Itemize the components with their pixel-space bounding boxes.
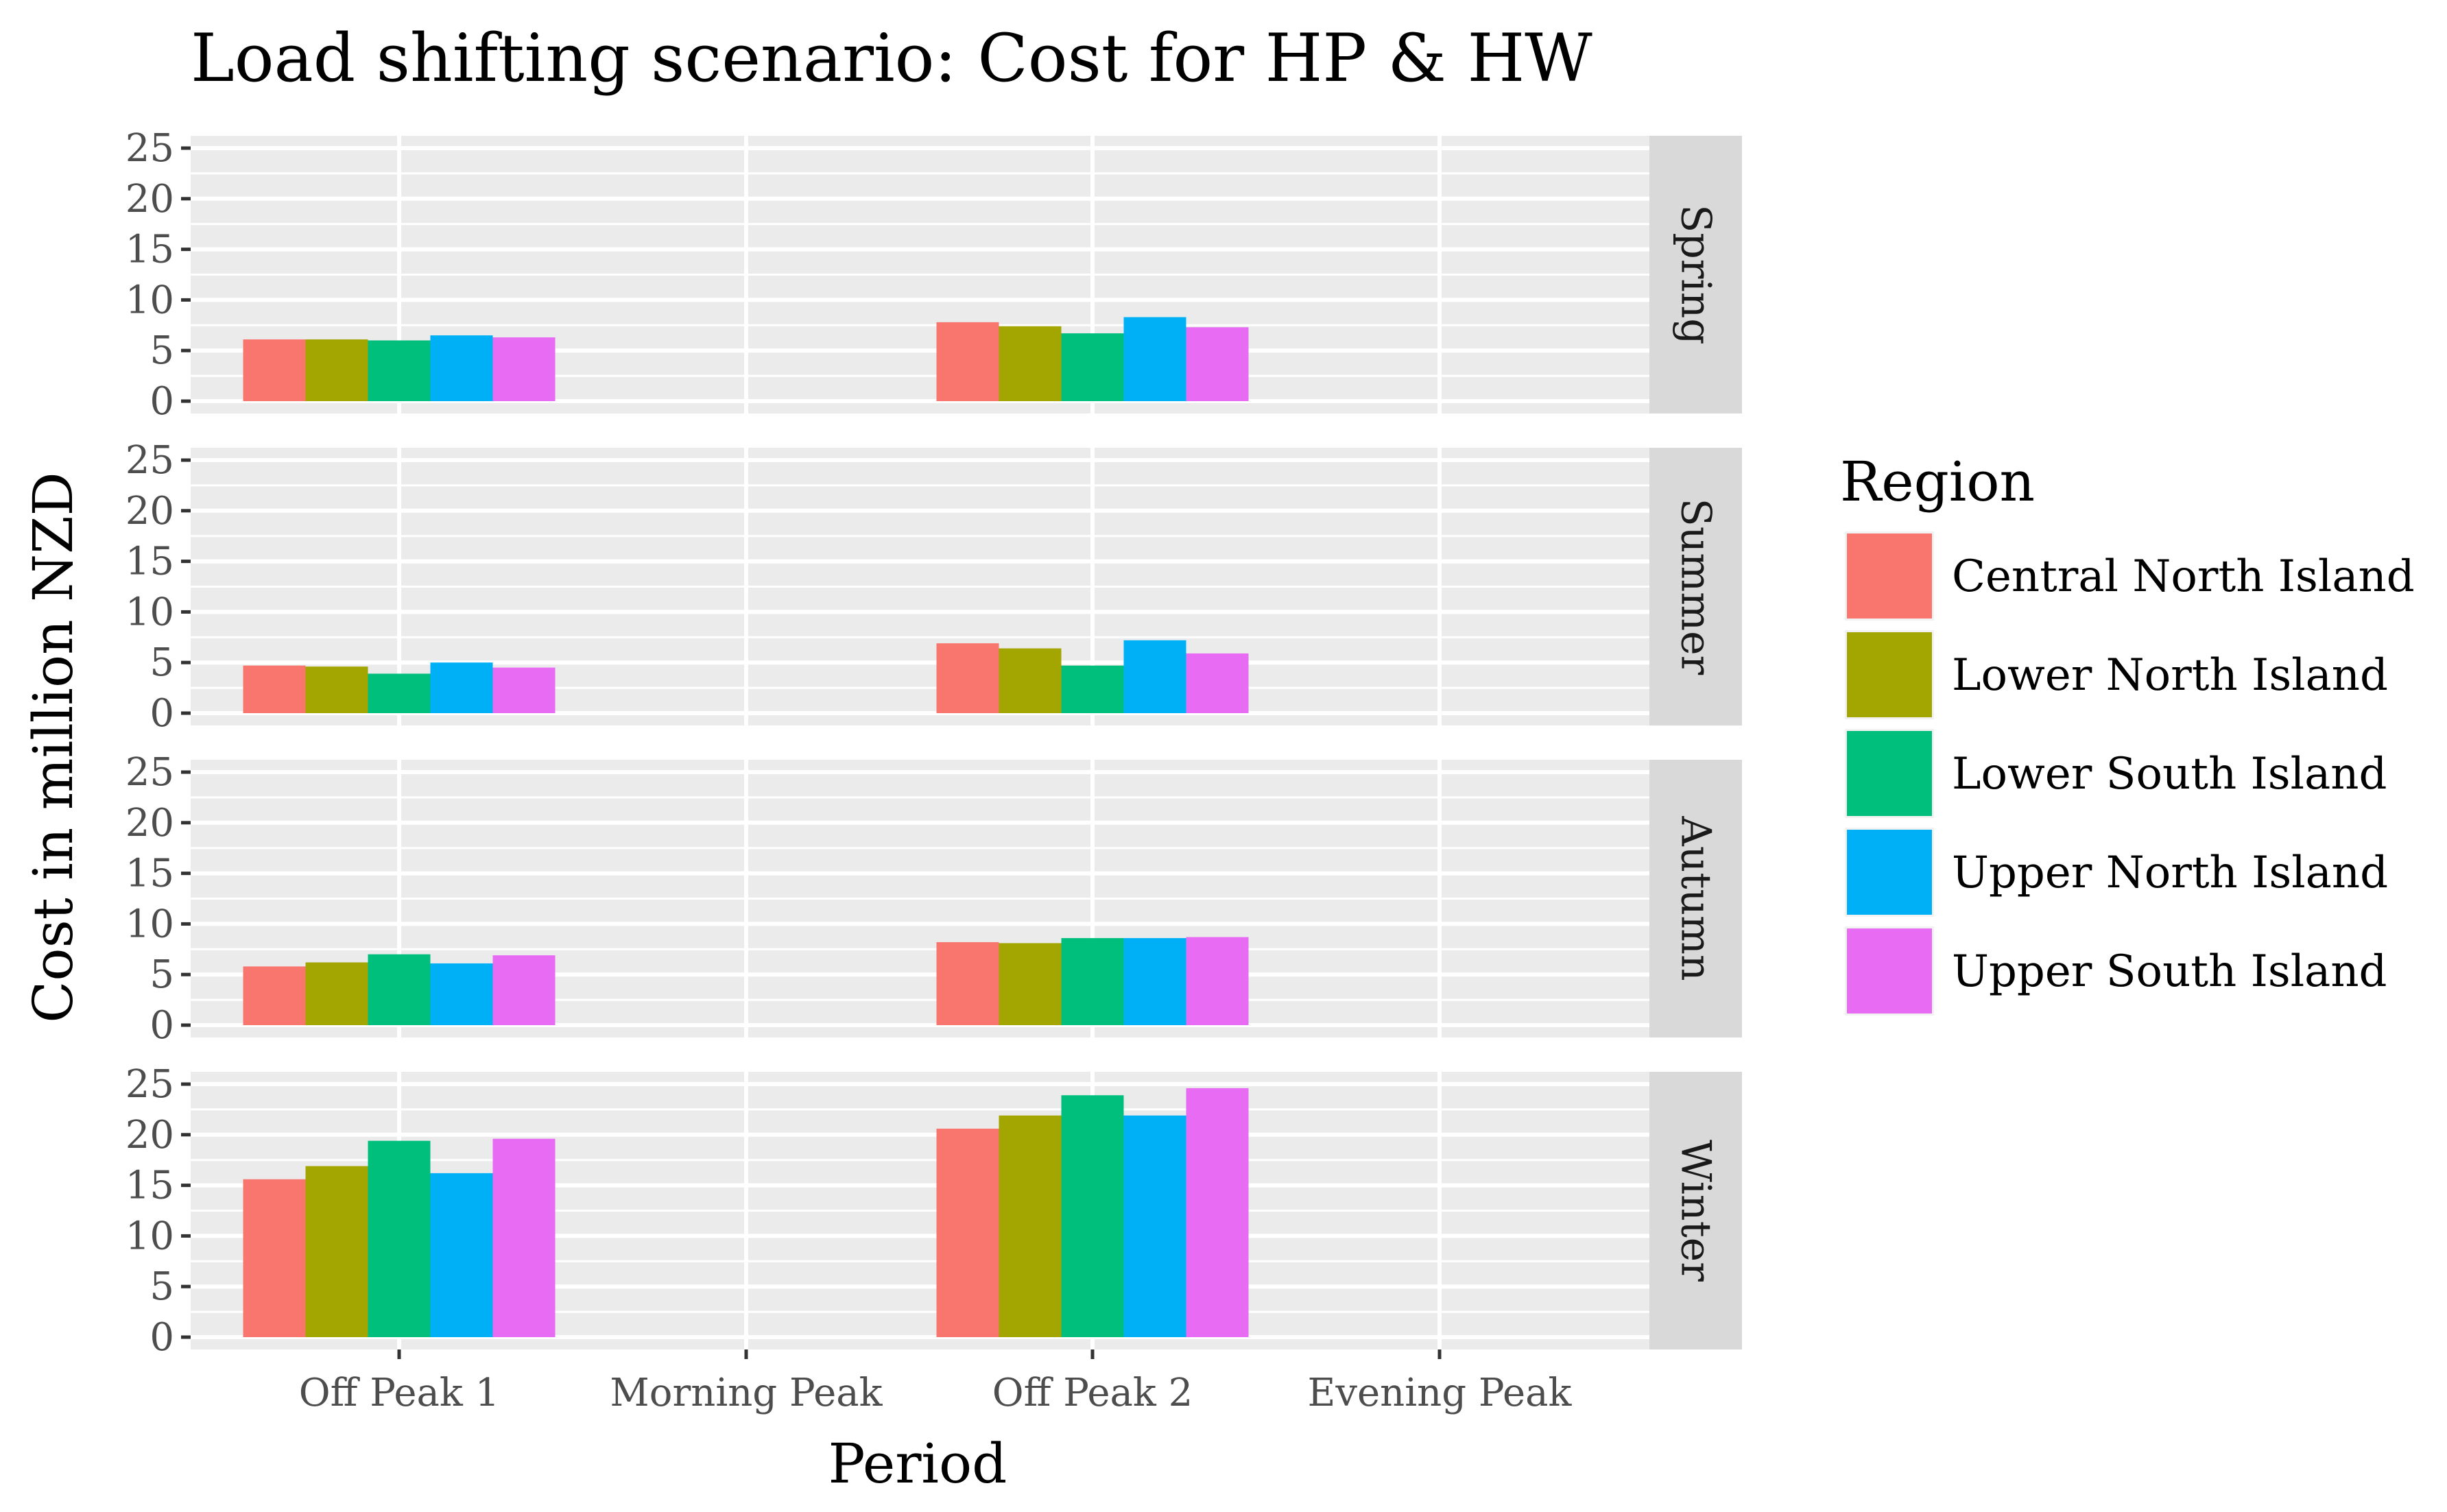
y-tick-label: 20 xyxy=(126,177,174,221)
bar-winter-2-2 xyxy=(1061,1095,1124,1337)
x-tick-label: Off Peak 1 xyxy=(299,1371,500,1415)
bar-summer-0-3 xyxy=(430,662,493,713)
y-tick-label: 5 xyxy=(150,640,174,685)
y-tick-label: 5 xyxy=(150,952,174,997)
bar-summer-2-1 xyxy=(999,648,1062,713)
bar-autumn-0-4 xyxy=(492,955,556,1025)
bar-summer-0-0 xyxy=(243,665,306,713)
bar-autumn-0-0 xyxy=(243,966,306,1025)
legend-title: Region xyxy=(1840,450,2035,514)
chart-title: Load shifting scenario: Cost for HP & HW xyxy=(191,20,1592,97)
bar-summer-2-4 xyxy=(1186,653,1249,713)
legend-swatch xyxy=(1847,731,1932,816)
legend: Region Central North Island Lower North I… xyxy=(1840,450,2415,1016)
x-axis: Off Peak 1 Morning Peak Off Peak 2 Evening … xyxy=(299,1349,1573,1415)
y-tick-label: 10 xyxy=(126,278,174,322)
bar-spring-2-0 xyxy=(936,322,999,401)
y-tick-label: 20 xyxy=(126,1113,174,1157)
facet-panel-summer: 0 5 10 15 20 25 Summer xyxy=(126,438,1742,736)
bar-winter-0-3 xyxy=(430,1173,493,1337)
legend-swatch xyxy=(1847,830,1932,915)
bar-winter-2-4 xyxy=(1186,1088,1249,1337)
bar-summer-2-3 xyxy=(1123,640,1186,713)
bar-winter-0-2 xyxy=(368,1140,431,1337)
legend-label: Upper South Island xyxy=(1952,946,2387,997)
facet-panels: 0 5 10 15 20 25 Spring 0 5 10 15 20 25 Summer 0 5 10 15 20… xyxy=(126,126,1742,1360)
bar-winter-0-4 xyxy=(492,1138,556,1337)
facet-strip xyxy=(1649,136,1742,413)
y-tick-label: 10 xyxy=(126,590,174,634)
bar-autumn-0-1 xyxy=(305,962,368,1025)
legend-swatch xyxy=(1847,928,1932,1013)
y-tick-label: 15 xyxy=(126,852,174,896)
y-tick-label: 25 xyxy=(126,438,174,483)
bar-summer-2-2 xyxy=(1061,665,1124,713)
y-tick-label: 15 xyxy=(126,540,174,584)
facet-strip-label: Winter xyxy=(1672,1140,1720,1282)
facet-strip xyxy=(1649,760,1742,1037)
y-tick-label: 20 xyxy=(126,801,174,845)
bar-summer-0-1 xyxy=(305,667,368,713)
facet-panel-autumn: 0 5 10 15 20 25 Autumn xyxy=(126,750,1742,1048)
bar-autumn-0-2 xyxy=(368,954,431,1025)
x-tick-label: Morning Peak xyxy=(610,1371,883,1415)
bar-spring-2-3 xyxy=(1123,317,1186,401)
legend-label: Lower South Island xyxy=(1952,749,2387,800)
y-tick-label: 0 xyxy=(150,1315,174,1360)
bar-autumn-2-2 xyxy=(1061,938,1124,1025)
bar-spring-2-4 xyxy=(1186,327,1249,401)
facet-panel-winter: 0 5 10 15 20 25 Winter xyxy=(126,1062,1742,1360)
bar-spring-0-3 xyxy=(430,335,493,401)
y-tick-label: 0 xyxy=(150,1003,174,1048)
x-tick-label: Off Peak 2 xyxy=(992,1371,1193,1415)
legend-label: Central North Island xyxy=(1952,551,2415,602)
bar-spring-0-1 xyxy=(305,339,368,401)
bar-summer-2-0 xyxy=(936,643,999,713)
bar-spring-0-2 xyxy=(368,340,431,401)
legend-swatch xyxy=(1847,533,1932,619)
bar-spring-2-1 xyxy=(999,326,1062,401)
y-tick-label: 25 xyxy=(126,750,174,795)
facet-strip-label: Spring xyxy=(1672,204,1720,344)
bar-autumn-2-1 xyxy=(999,943,1062,1025)
bar-winter-2-0 xyxy=(936,1128,999,1337)
bar-spring-0-4 xyxy=(492,337,556,401)
legend-label: Upper North Island xyxy=(1952,848,2388,898)
y-axis-title: Cost in million NZD xyxy=(21,472,85,1023)
bar-spring-0-0 xyxy=(243,339,306,401)
bar-spring-2-2 xyxy=(1061,333,1124,401)
bar-autumn-2-0 xyxy=(936,941,999,1025)
y-tick-label: 15 xyxy=(126,228,174,272)
facet-strip xyxy=(1649,1072,1742,1349)
bar-summer-0-2 xyxy=(368,673,431,713)
y-tick-label: 15 xyxy=(126,1164,174,1208)
y-tick-label: 25 xyxy=(126,126,174,171)
bar-autumn-2-3 xyxy=(1123,938,1186,1025)
y-tick-label: 25 xyxy=(126,1062,174,1107)
bar-winter-2-3 xyxy=(1123,1115,1186,1337)
facet-strip-label: Summer xyxy=(1672,499,1720,675)
y-tick-label: 10 xyxy=(126,902,174,946)
y-tick-label: 5 xyxy=(150,328,174,373)
bar-summer-0-4 xyxy=(492,667,556,713)
bar-autumn-0-3 xyxy=(430,963,493,1025)
bar-winter-0-1 xyxy=(305,1166,368,1337)
y-tick-label: 5 xyxy=(150,1264,174,1309)
facet-strip xyxy=(1649,448,1742,725)
y-tick-label: 20 xyxy=(126,489,174,533)
bar-winter-0-0 xyxy=(243,1179,306,1337)
y-tick-label: 10 xyxy=(126,1214,174,1258)
legend-label: Lower North Island xyxy=(1952,650,2388,701)
facet-strip-label: Autumn xyxy=(1672,815,1720,981)
bar-winter-2-1 xyxy=(999,1115,1062,1337)
facet-panel-spring: 0 5 10 15 20 25 Spring xyxy=(126,126,1742,424)
legend-swatch xyxy=(1847,632,1932,717)
y-tick-label: 0 xyxy=(150,379,174,424)
x-tick-label: Evening Peak xyxy=(1308,1371,1573,1415)
x-axis-title: Period xyxy=(828,1432,1007,1496)
bar-autumn-2-4 xyxy=(1186,937,1249,1025)
y-tick-label: 0 xyxy=(150,691,174,736)
